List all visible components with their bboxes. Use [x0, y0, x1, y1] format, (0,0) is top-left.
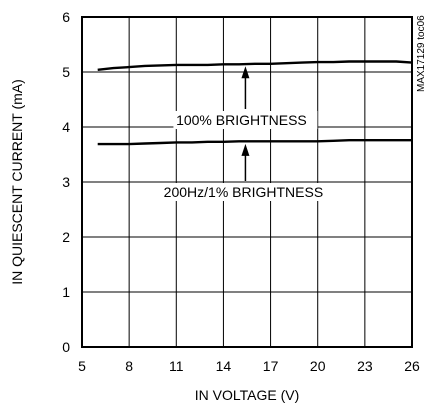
x-tick-label: 11: [169, 358, 184, 374]
series-lines: [97, 60, 413, 146]
x-tick-label: 14: [216, 358, 232, 374]
x-tick-label: 26: [404, 358, 420, 374]
x-tick-label: 20: [310, 358, 326, 374]
annotations: 100% BRIGHTNESS 200Hz/1% BRIGHTNESS: [153, 66, 332, 201]
y-tick-label: 4: [62, 119, 70, 135]
annotation-arrow-head: [241, 143, 250, 156]
grid: [82, 17, 412, 347]
annotation-label-bg: [153, 183, 332, 201]
annotation-200hz-brightness: 200Hz/1% BRIGHTNESS: [164, 184, 324, 200]
y-tick-label: 5: [62, 64, 70, 80]
y-tick-labels: 0 1 2 3 4 5 6: [62, 9, 70, 355]
x-axis-label: IN VOLTAGE (V): [195, 387, 300, 403]
y-tick-label: 6: [62, 9, 70, 25]
y-axis-label: IN QUIESCENT CURRENT (mA): [9, 79, 25, 285]
series-line-2: [97, 138, 412, 146]
x-tick-label: 8: [125, 358, 133, 374]
y-tick-label: 2: [62, 229, 70, 245]
series-line-1: [97, 60, 413, 71]
figure-code: MAX17129 toc06: [416, 15, 427, 92]
annotation-100-brightness: 100% BRIGHTNESS: [176, 112, 307, 128]
annotation-arrow-head: [241, 66, 250, 79]
y-tick-label: 0: [62, 339, 70, 355]
plot-frame: [81, 16, 413, 348]
x-tick-label: 23: [357, 358, 373, 374]
annotation-label-bg: [173, 111, 318, 129]
x-tick-label: 5: [78, 358, 86, 374]
y-tick-label: 3: [62, 174, 70, 190]
y-tick-label: 1: [62, 284, 70, 300]
x-tick-labels: 5 8 11 14 17 20 23 26: [78, 358, 420, 374]
x-tick-label: 17: [263, 358, 279, 374]
